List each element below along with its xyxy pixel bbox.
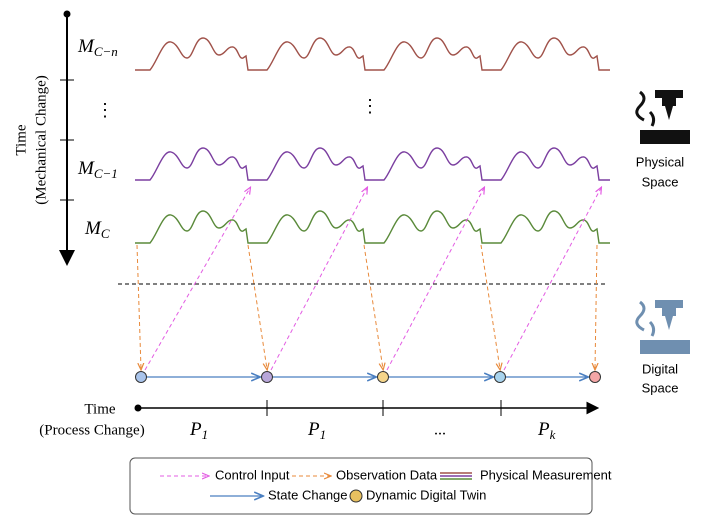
axis-title: Time (84, 401, 115, 417)
space-label: Physical (636, 154, 685, 169)
label-base: M (77, 36, 95, 57)
label-base: P (537, 419, 550, 440)
label-base: P (307, 419, 320, 440)
legend-label: Dynamic Digital Twin (366, 487, 486, 502)
label-base: M (84, 218, 102, 239)
label-sub: C−1 (94, 166, 118, 181)
axis-title: Time (13, 124, 29, 155)
label-sub: k (550, 427, 556, 442)
phase-ellipsis: ... (434, 422, 446, 439)
row-label: MC−n (77, 36, 118, 59)
label-base: P (189, 419, 202, 440)
label-sub: 1 (202, 427, 209, 442)
ellipsis: ⋮ (96, 100, 114, 120)
row-label: MC−1 (77, 158, 118, 181)
space-label: Space (642, 174, 679, 189)
ellipsis: ⋮ (361, 96, 379, 116)
space-label: Space (642, 380, 679, 395)
row-label: MC (84, 218, 110, 241)
phase-label: Pk (537, 419, 556, 442)
legend-label: Control Input (215, 467, 290, 482)
legend-label: Physical Measurement (480, 467, 612, 482)
axis-subtitle: (Process Change) (39, 422, 144, 438)
space-label: Digital (642, 361, 678, 376)
axis-subtitle: (Mechanical Change) (33, 75, 49, 205)
legend-label: State Change (268, 487, 348, 502)
phase-label: P1 (189, 419, 208, 442)
label-sub: C (101, 226, 110, 241)
label-sub: 1 (320, 427, 327, 442)
label-base: M (77, 158, 95, 179)
label-sub: C−n (94, 44, 118, 59)
phase-label: P1 (307, 419, 326, 442)
legend-label: Observation Data (336, 467, 438, 482)
layout (59, 10, 690, 515)
